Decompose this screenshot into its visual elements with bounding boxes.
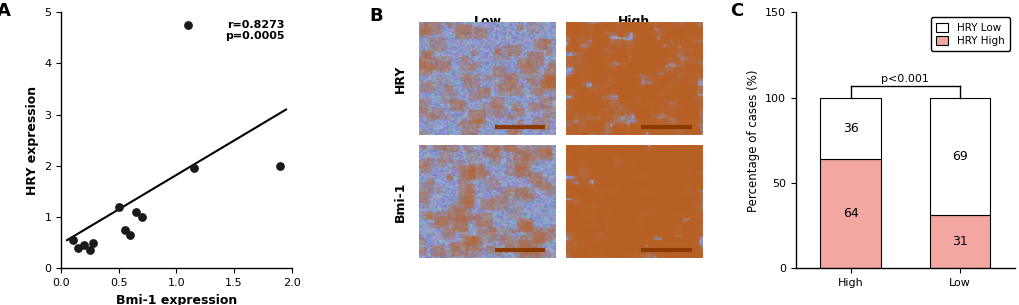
Point — [82, 248, 98, 253]
Legend: HRY Low, HRY High: HRY Low, HRY High — [929, 17, 1009, 52]
Text: High: High — [618, 15, 649, 28]
Point — [76, 243, 93, 248]
Point — [116, 228, 132, 232]
Y-axis label: Percentage of cases (%): Percentage of cases (%) — [746, 69, 759, 212]
Bar — [819, 98, 879, 159]
Text: A: A — [0, 2, 10, 20]
Y-axis label: HRY expression: HRY expression — [25, 86, 39, 195]
Text: HRY: HRY — [393, 65, 407, 93]
Text: r=0.8273
p=0.0005: r=0.8273 p=0.0005 — [225, 20, 284, 41]
Bar — [929, 98, 989, 215]
Point — [272, 163, 288, 168]
Point — [111, 204, 127, 209]
Point — [185, 166, 202, 171]
Text: Bmi-1: Bmi-1 — [393, 181, 407, 222]
Text: 31: 31 — [952, 235, 967, 249]
Text: B: B — [369, 7, 383, 25]
X-axis label: Bmi-1 expression: Bmi-1 expression — [116, 294, 236, 305]
Point — [179, 23, 196, 27]
Text: 69: 69 — [952, 150, 967, 163]
Text: 64: 64 — [842, 207, 858, 220]
Text: 36: 36 — [842, 122, 858, 135]
Text: C: C — [730, 2, 743, 20]
Point — [127, 210, 144, 214]
Point — [70, 246, 87, 250]
Point — [122, 233, 139, 238]
Bar — [819, 159, 879, 268]
Text: Low: Low — [473, 15, 501, 28]
Point — [86, 240, 102, 245]
Text: p<0.001: p<0.001 — [880, 74, 928, 84]
Point — [133, 215, 150, 220]
Bar — [929, 215, 989, 268]
Point — [64, 238, 81, 243]
